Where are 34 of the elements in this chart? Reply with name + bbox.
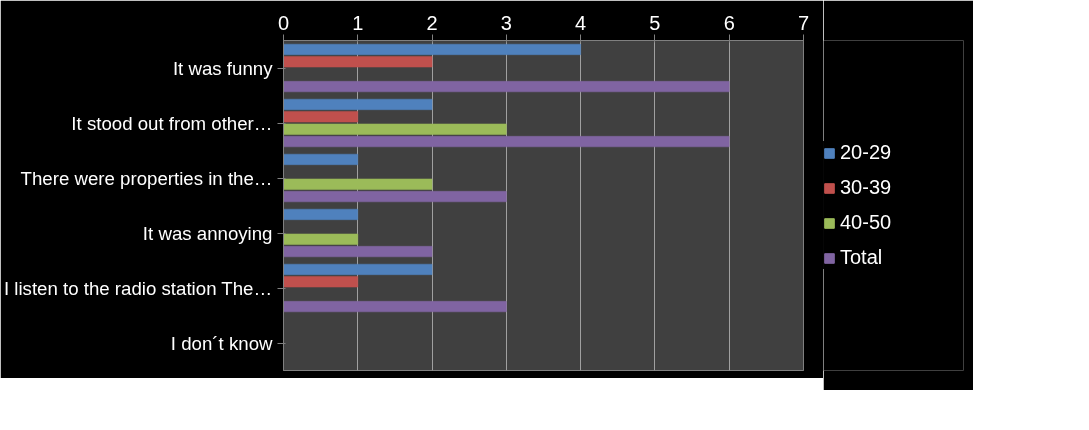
legend-label: 30-39 [840, 176, 892, 199]
bar [283, 111, 359, 123]
bar [283, 301, 507, 313]
bar [283, 123, 507, 135]
bar [283, 98, 433, 110]
bar [283, 136, 730, 148]
bar [283, 276, 359, 288]
bar [283, 153, 359, 165]
bar [283, 43, 581, 55]
x-tick-label: 3 [500, 11, 512, 34]
x-tick-label: 6 [723, 11, 735, 34]
bar [283, 178, 433, 190]
legend-label: 40-50 [840, 211, 892, 234]
y-tick-label: It was funny [172, 57, 274, 79]
y-tick-label: I listen to the radio station The… [3, 277, 273, 299]
x-tick-label: 5 [649, 11, 661, 34]
legend-label: Total [840, 246, 883, 269]
bar [283, 233, 359, 245]
bar [283, 263, 433, 275]
bar [283, 81, 730, 93]
y-tick-label: There were properties in the… [20, 167, 273, 189]
x-tick-label: 7 [797, 11, 810, 34]
bar [283, 246, 433, 258]
x-tick-label: 4 [575, 11, 587, 34]
x-tick-label: 0 [277, 11, 290, 34]
bar [283, 208, 359, 220]
bar [283, 191, 507, 203]
y-tick-label: It stood out from other… [71, 112, 273, 134]
x-tick-label: 1 [352, 11, 364, 34]
legend-label: 20-29 [840, 141, 892, 164]
y-tick-label: It was annoying [142, 222, 273, 244]
bar [283, 56, 433, 68]
x-tick-label: 2 [426, 11, 438, 34]
y-tick-label: I don´t know [170, 332, 274, 354]
